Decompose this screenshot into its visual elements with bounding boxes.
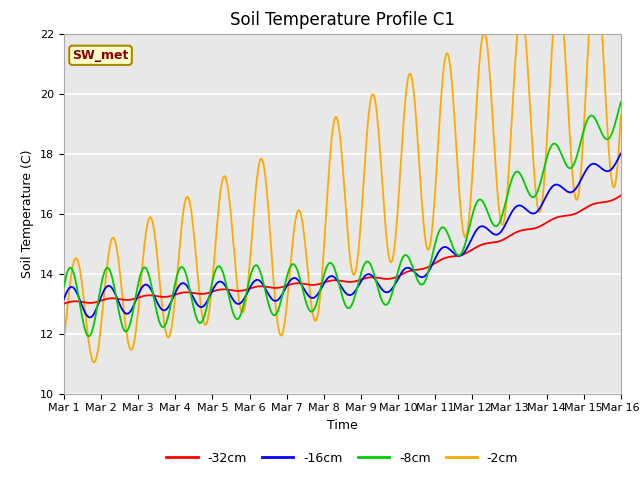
-2cm bbox=[389, 254, 397, 260]
-8cm bbox=[480, 201, 488, 207]
-8cm bbox=[85, 334, 93, 339]
-32cm bbox=[388, 276, 396, 281]
-16cm bbox=[617, 151, 625, 156]
-32cm bbox=[204, 290, 211, 296]
-32cm bbox=[479, 241, 487, 247]
-32cm bbox=[312, 282, 320, 288]
-16cm bbox=[389, 285, 397, 290]
-2cm bbox=[480, 30, 488, 36]
Line: -2cm: -2cm bbox=[64, 0, 621, 362]
-8cm bbox=[60, 284, 68, 289]
-16cm bbox=[159, 307, 167, 313]
-16cm bbox=[86, 314, 94, 320]
-2cm bbox=[60, 337, 68, 343]
-16cm bbox=[480, 224, 488, 229]
-32cm bbox=[60, 300, 68, 306]
-16cm bbox=[60, 296, 68, 301]
Title: Soil Temperature Profile C1: Soil Temperature Profile C1 bbox=[230, 11, 455, 29]
-2cm bbox=[313, 316, 321, 322]
-16cm bbox=[433, 252, 440, 258]
-2cm bbox=[90, 360, 97, 365]
X-axis label: Time: Time bbox=[327, 419, 358, 432]
-32cm bbox=[617, 192, 625, 198]
Line: -16cm: -16cm bbox=[64, 154, 621, 317]
-32cm bbox=[159, 294, 166, 300]
-8cm bbox=[204, 298, 212, 304]
Text: SW_met: SW_met bbox=[72, 49, 129, 62]
-8cm bbox=[313, 300, 321, 305]
-32cm bbox=[432, 260, 440, 265]
Y-axis label: Soil Temperature (C): Soil Temperature (C) bbox=[22, 149, 35, 278]
-16cm bbox=[313, 292, 321, 298]
-8cm bbox=[389, 287, 397, 293]
Legend: -32cm, -16cm, -8cm, -2cm: -32cm, -16cm, -8cm, -2cm bbox=[161, 447, 524, 469]
-8cm bbox=[617, 99, 625, 105]
-2cm bbox=[204, 315, 212, 321]
-16cm bbox=[204, 297, 212, 302]
-8cm bbox=[159, 324, 167, 330]
-2cm bbox=[159, 314, 167, 320]
Line: -8cm: -8cm bbox=[64, 102, 621, 336]
-2cm bbox=[433, 163, 440, 169]
Line: -32cm: -32cm bbox=[64, 195, 621, 303]
-2cm bbox=[617, 113, 625, 119]
-8cm bbox=[433, 235, 440, 240]
